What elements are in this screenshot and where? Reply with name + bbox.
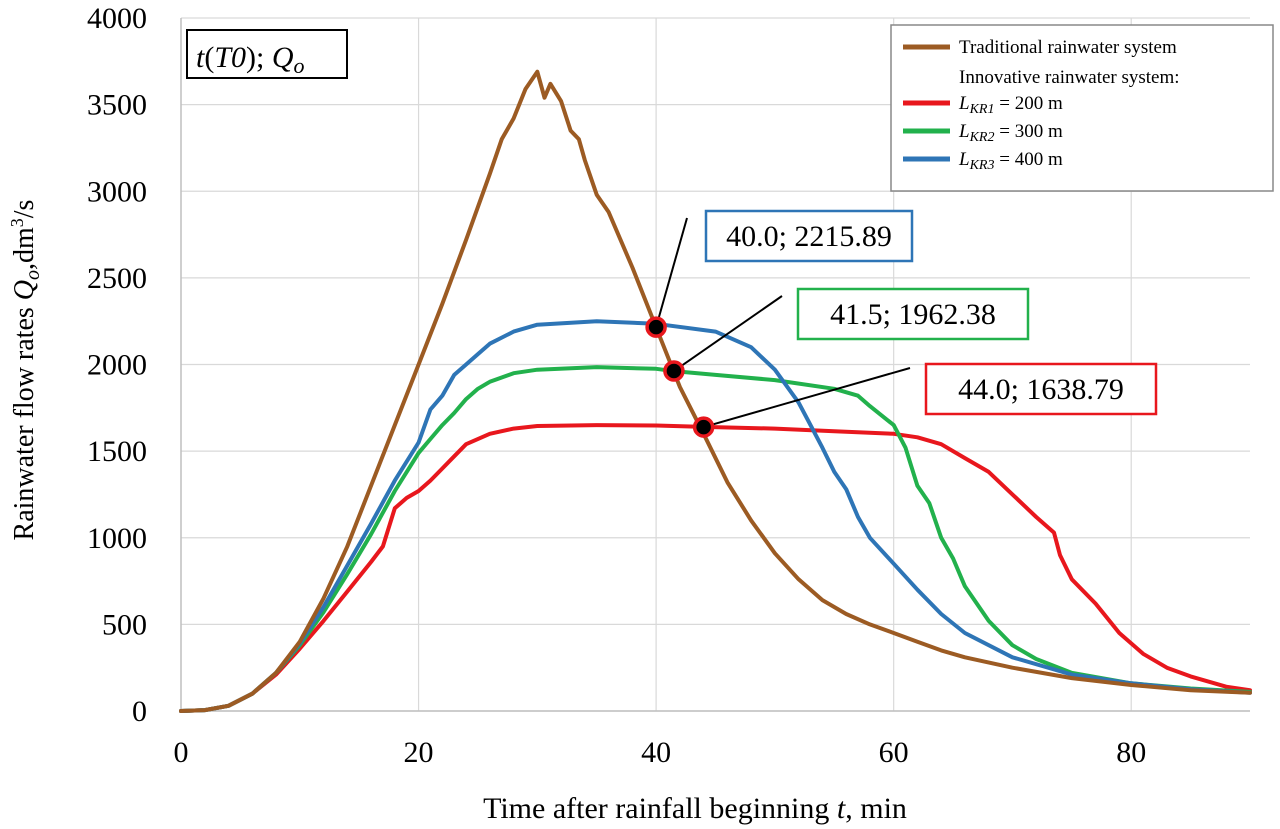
x-axis-title: Time after rainfall beginning t, min [483,792,907,825]
curve-label-box: t(T0); Qo [186,29,348,79]
label-box-t: t [196,41,205,74]
annotation-label: 40.0; 2215.89 [726,220,892,253]
intersection-point [692,416,715,438]
y-tick-labels: 0 500 1000 1500 2000 2500 3000 3500 4000 [87,2,147,728]
y-tick-label: 2500 [87,262,147,295]
series-lines [179,69,1252,713]
legend-label-kr1: LKR1 = 200 m [958,93,1063,117]
annotation-box [796,287,1030,341]
y-tick-label: 1500 [87,435,147,468]
legend-label-kr3: LKR3 = 400 m [958,149,1063,173]
annotation-leader-line [703,367,911,429]
legend: Traditional rainwater system Innovative … [890,24,1274,192]
y-tick-label: 0 [132,695,147,728]
y-axis-title: Rainwater flow rates Qo,dm3/s [7,200,44,541]
y-tick-label: 2000 [87,349,147,382]
y-tick-label: 4000 [87,2,147,35]
y-tick-label: 500 [102,608,147,641]
x-tick-label: 20 [404,736,434,769]
legend-label-kr2: LKR2 = 300 m [958,121,1063,145]
series-line-trad [179,69,1252,713]
annotation-label: 44.0; 1638.79 [958,373,1124,406]
x-tick-label: 0 [174,736,189,769]
y-tick-label: 3500 [87,89,147,122]
x-tick-label: 40 [641,736,671,769]
x-tick-label: 80 [1116,736,1146,769]
intersection-point [645,316,667,338]
annotation-label: 41.5; 1962.38 [830,298,996,331]
svg-text:t(T0); Qo: t(T0); Qo [196,41,305,78]
annotation-leader-line [673,295,783,372]
intersection-point [663,360,685,382]
annotation-leader-line [655,217,688,328]
legend-header-innovative: Innovative rainwater system: [959,67,1180,88]
legend-label-traditional: Traditional rainwater system [959,37,1177,58]
series-line-kr2 [179,365,1252,713]
annotation-box [924,362,1158,416]
annotations: 40.0; 2215.89 41.5; 1962.38 44.0; 1638.79 [645,209,1158,438]
y-tick-label: 1000 [87,522,147,555]
series-line-kr1 [179,423,1252,713]
series-line-kr3 [179,319,1252,713]
annotation-box [704,209,914,263]
y-tick-label: 3000 [87,175,147,208]
x-tick-label: 60 [879,736,909,769]
x-tick-labels: 0 20 40 60 80 [174,736,1147,769]
